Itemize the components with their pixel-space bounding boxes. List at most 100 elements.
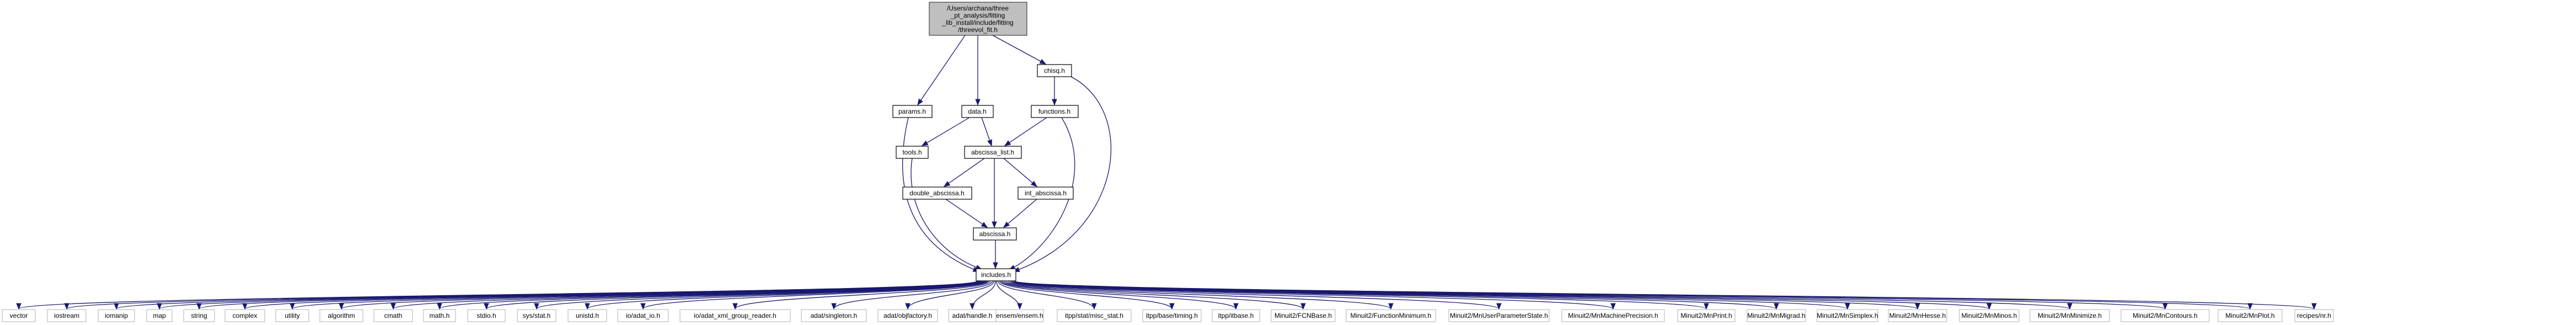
- edge-arrowhead: [2311, 303, 2317, 310]
- leaf-header-node[interactable]: Minuit2/MnMachinePrecision.h: [1561, 309, 1665, 322]
- leaf-header-node[interactable]: vector: [2, 309, 36, 322]
- edge-arrowhead: [992, 221, 997, 228]
- leaf-header-label: adat/handle.h: [952, 312, 993, 319]
- dependency-edge: [907, 280, 995, 310]
- leaf-header-node[interactable]: Minuit2/MnUserParameterState.h: [1448, 309, 1550, 322]
- leaf-header-node[interactable]: Minuit2/MnMinimize.h: [2029, 309, 2110, 322]
- edge-arrowhead: [1915, 303, 1920, 310]
- leaf-header-label: io/adat_xml_group_reader.h: [694, 312, 776, 319]
- leaf-header-label: itpp/base/timing.h: [1146, 312, 1198, 319]
- leaf-header-node[interactable]: complex: [224, 309, 265, 322]
- edge-arrowhead: [921, 140, 929, 146]
- leaf-header-label: iostream: [54, 312, 79, 319]
- leaf-header-node[interactable]: map: [146, 309, 173, 322]
- leaf-header-node[interactable]: itpp/itbase.h: [1212, 309, 1260, 322]
- node-tools[interactable]: tools.h: [896, 146, 929, 159]
- leaf-header-node[interactable]: utility: [275, 309, 309, 322]
- edge-arrowhead: [16, 303, 22, 310]
- dependency-edge: [1013, 280, 1848, 310]
- leaf-header-label: itpp/stat/misc_stat.h: [1065, 312, 1123, 319]
- dependency-edge: [1014, 280, 2315, 310]
- leaf-header-label: Minuit2/MnMinimize.h: [2038, 312, 2102, 319]
- edge-arrowhead: [993, 262, 998, 269]
- root-label-line-1: /Users/archana/three: [947, 4, 1009, 12]
- leaf-header-node[interactable]: Minuit2/FunctionMinimum.h: [1346, 309, 1436, 322]
- edge-arrowhead: [1003, 221, 1010, 228]
- node-includes[interactable]: includes.h: [976, 268, 1016, 281]
- leaf-header-node[interactable]: cmath: [373, 309, 413, 322]
- edge-arrowhead: [290, 303, 295, 310]
- leaf-header-node[interactable]: Minuit2/MnContours.h: [2120, 309, 2210, 322]
- leaf-header-label: io/adat_io.h: [626, 312, 660, 319]
- edge-arrowhead: [1300, 303, 1306, 310]
- leaf-header-node[interactable]: Minuit2/MnPrint.h: [1677, 309, 1736, 322]
- leaf-header-node[interactable]: Minuit2/MnSimplex.h: [1817, 309, 1878, 322]
- leaf-header-label: stdio.h: [476, 312, 496, 319]
- leaf-header-node[interactable]: string: [183, 309, 215, 322]
- node-int-abscissa[interactable]: int_abscissa.h: [1017, 187, 1074, 200]
- leaf-header-label: ensem/ensem.h: [996, 312, 1043, 319]
- root-file-node[interactable]: /Users/archana/three _pt_analysis/fittin…: [929, 2, 1027, 36]
- dependency-edge: [996, 280, 1020, 310]
- edge-arrowhead: [1039, 58, 1047, 65]
- leaf-header-node[interactable]: iomanip: [98, 309, 135, 322]
- dependency-edge: [992, 35, 1046, 65]
- edge-arrowhead: [1388, 303, 1394, 310]
- leaf-header-node[interactable]: Minuit2/MnPlot.h: [2218, 309, 2283, 322]
- leaf-header-label: algorithm: [328, 312, 355, 319]
- node-abscissa[interactable]: abscissa.h: [973, 227, 1017, 241]
- leaf-header-node[interactable]: adat/handle.h: [948, 309, 997, 322]
- edge-arrowhead: [339, 303, 344, 310]
- node-data[interactable]: data.h: [961, 105, 994, 118]
- leaf-header-node[interactable]: io/adat_io.h: [617, 309, 669, 322]
- edge-arrowhead: [1845, 303, 1850, 310]
- leaf-header-label: Minuit2/MnPlot.h: [2225, 312, 2274, 319]
- leaf-header-label: Minuit2/FunctionMinimum.h: [1351, 312, 1432, 319]
- node-tools-label: tools.h: [902, 148, 922, 156]
- leaf-header-node[interactable]: iostream: [47, 309, 87, 322]
- dependency-edge: [1003, 280, 1391, 310]
- dependency-edge: [1000, 280, 1236, 310]
- leaf-header-label: Minuit2/MnHesse.h: [1889, 312, 1946, 319]
- node-functions[interactable]: functions.h: [1031, 105, 1079, 118]
- leaf-header-node[interactable]: adat/objfactory.h: [877, 309, 938, 322]
- dependency-edge: [1008, 280, 1614, 310]
- leaf-header-label: Minuit2/MnMigrad.h: [1747, 312, 1805, 319]
- node-abscissa-list[interactable]: abscissa_list.h: [964, 146, 1022, 159]
- leaf-header-node[interactable]: io/adat_xml_group_reader.h: [679, 309, 791, 322]
- edge-arrowhead: [1030, 180, 1038, 187]
- node-chisq[interactable]: chisq.h: [1037, 64, 1072, 77]
- edge-arrowhead: [732, 303, 738, 310]
- edge-arrowhead: [114, 303, 119, 310]
- leaf-header-label: Minuit2/MnPrint.h: [1680, 312, 1732, 319]
- leaf-header-node[interactable]: Minuit2/MnHesse.h: [1888, 309, 1947, 322]
- leaf-header-node[interactable]: stdio.h: [467, 309, 506, 322]
- leaf-header-label: cmath: [384, 312, 403, 319]
- leaf-header-node[interactable]: recipes/nr.h: [2294, 309, 2334, 322]
- leaf-header-node[interactable]: Minuit2/FCNBase.h: [1271, 309, 1336, 322]
- leaf-header-node[interactable]: itpp/base/timing.h: [1142, 309, 1202, 322]
- leaf-header-node[interactable]: adat/singleton.h: [801, 309, 867, 322]
- leaf-header-label: Minuit2/MnMinos.h: [1962, 312, 2017, 319]
- leaf-header-node[interactable]: algorithm: [319, 309, 363, 322]
- edge-arrowhead: [970, 303, 975, 310]
- leaf-header-node[interactable]: ensem/ensem.h: [995, 309, 1044, 322]
- leaf-header-node[interactable]: Minuit2/MnMigrad.h: [1747, 309, 1806, 322]
- node-params[interactable]: params.h: [892, 105, 933, 118]
- edge-arrowhead: [1774, 303, 1779, 310]
- dependency-edge: [1004, 117, 1047, 146]
- dependency-edge: [922, 117, 970, 146]
- leaf-header-label: Minuit2/FCNBase.h: [1274, 312, 1332, 319]
- leaf-header-node[interactable]: sys/stat.h: [517, 309, 556, 322]
- edge-arrowhead: [1496, 303, 1502, 310]
- leaf-header-label: utility: [285, 312, 299, 319]
- leaf-header-node[interactable]: math.h: [423, 309, 456, 322]
- dependency-edge: [999, 280, 1172, 310]
- leaf-header-label: unistd.h: [576, 312, 599, 319]
- leaf-header-node[interactable]: unistd.h: [567, 309, 607, 322]
- leaf-header-node[interactable]: itpp/stat/misc_stat.h: [1057, 309, 1132, 322]
- root-label-line-3: _lib_install/include/fitting: [941, 19, 1013, 26]
- leaf-header-label: iomanip: [105, 312, 128, 319]
- leaf-header-node[interactable]: Minuit2/MnMinos.h: [1959, 309, 2020, 322]
- node-double-abscissa[interactable]: double_abscissa.h: [902, 187, 972, 200]
